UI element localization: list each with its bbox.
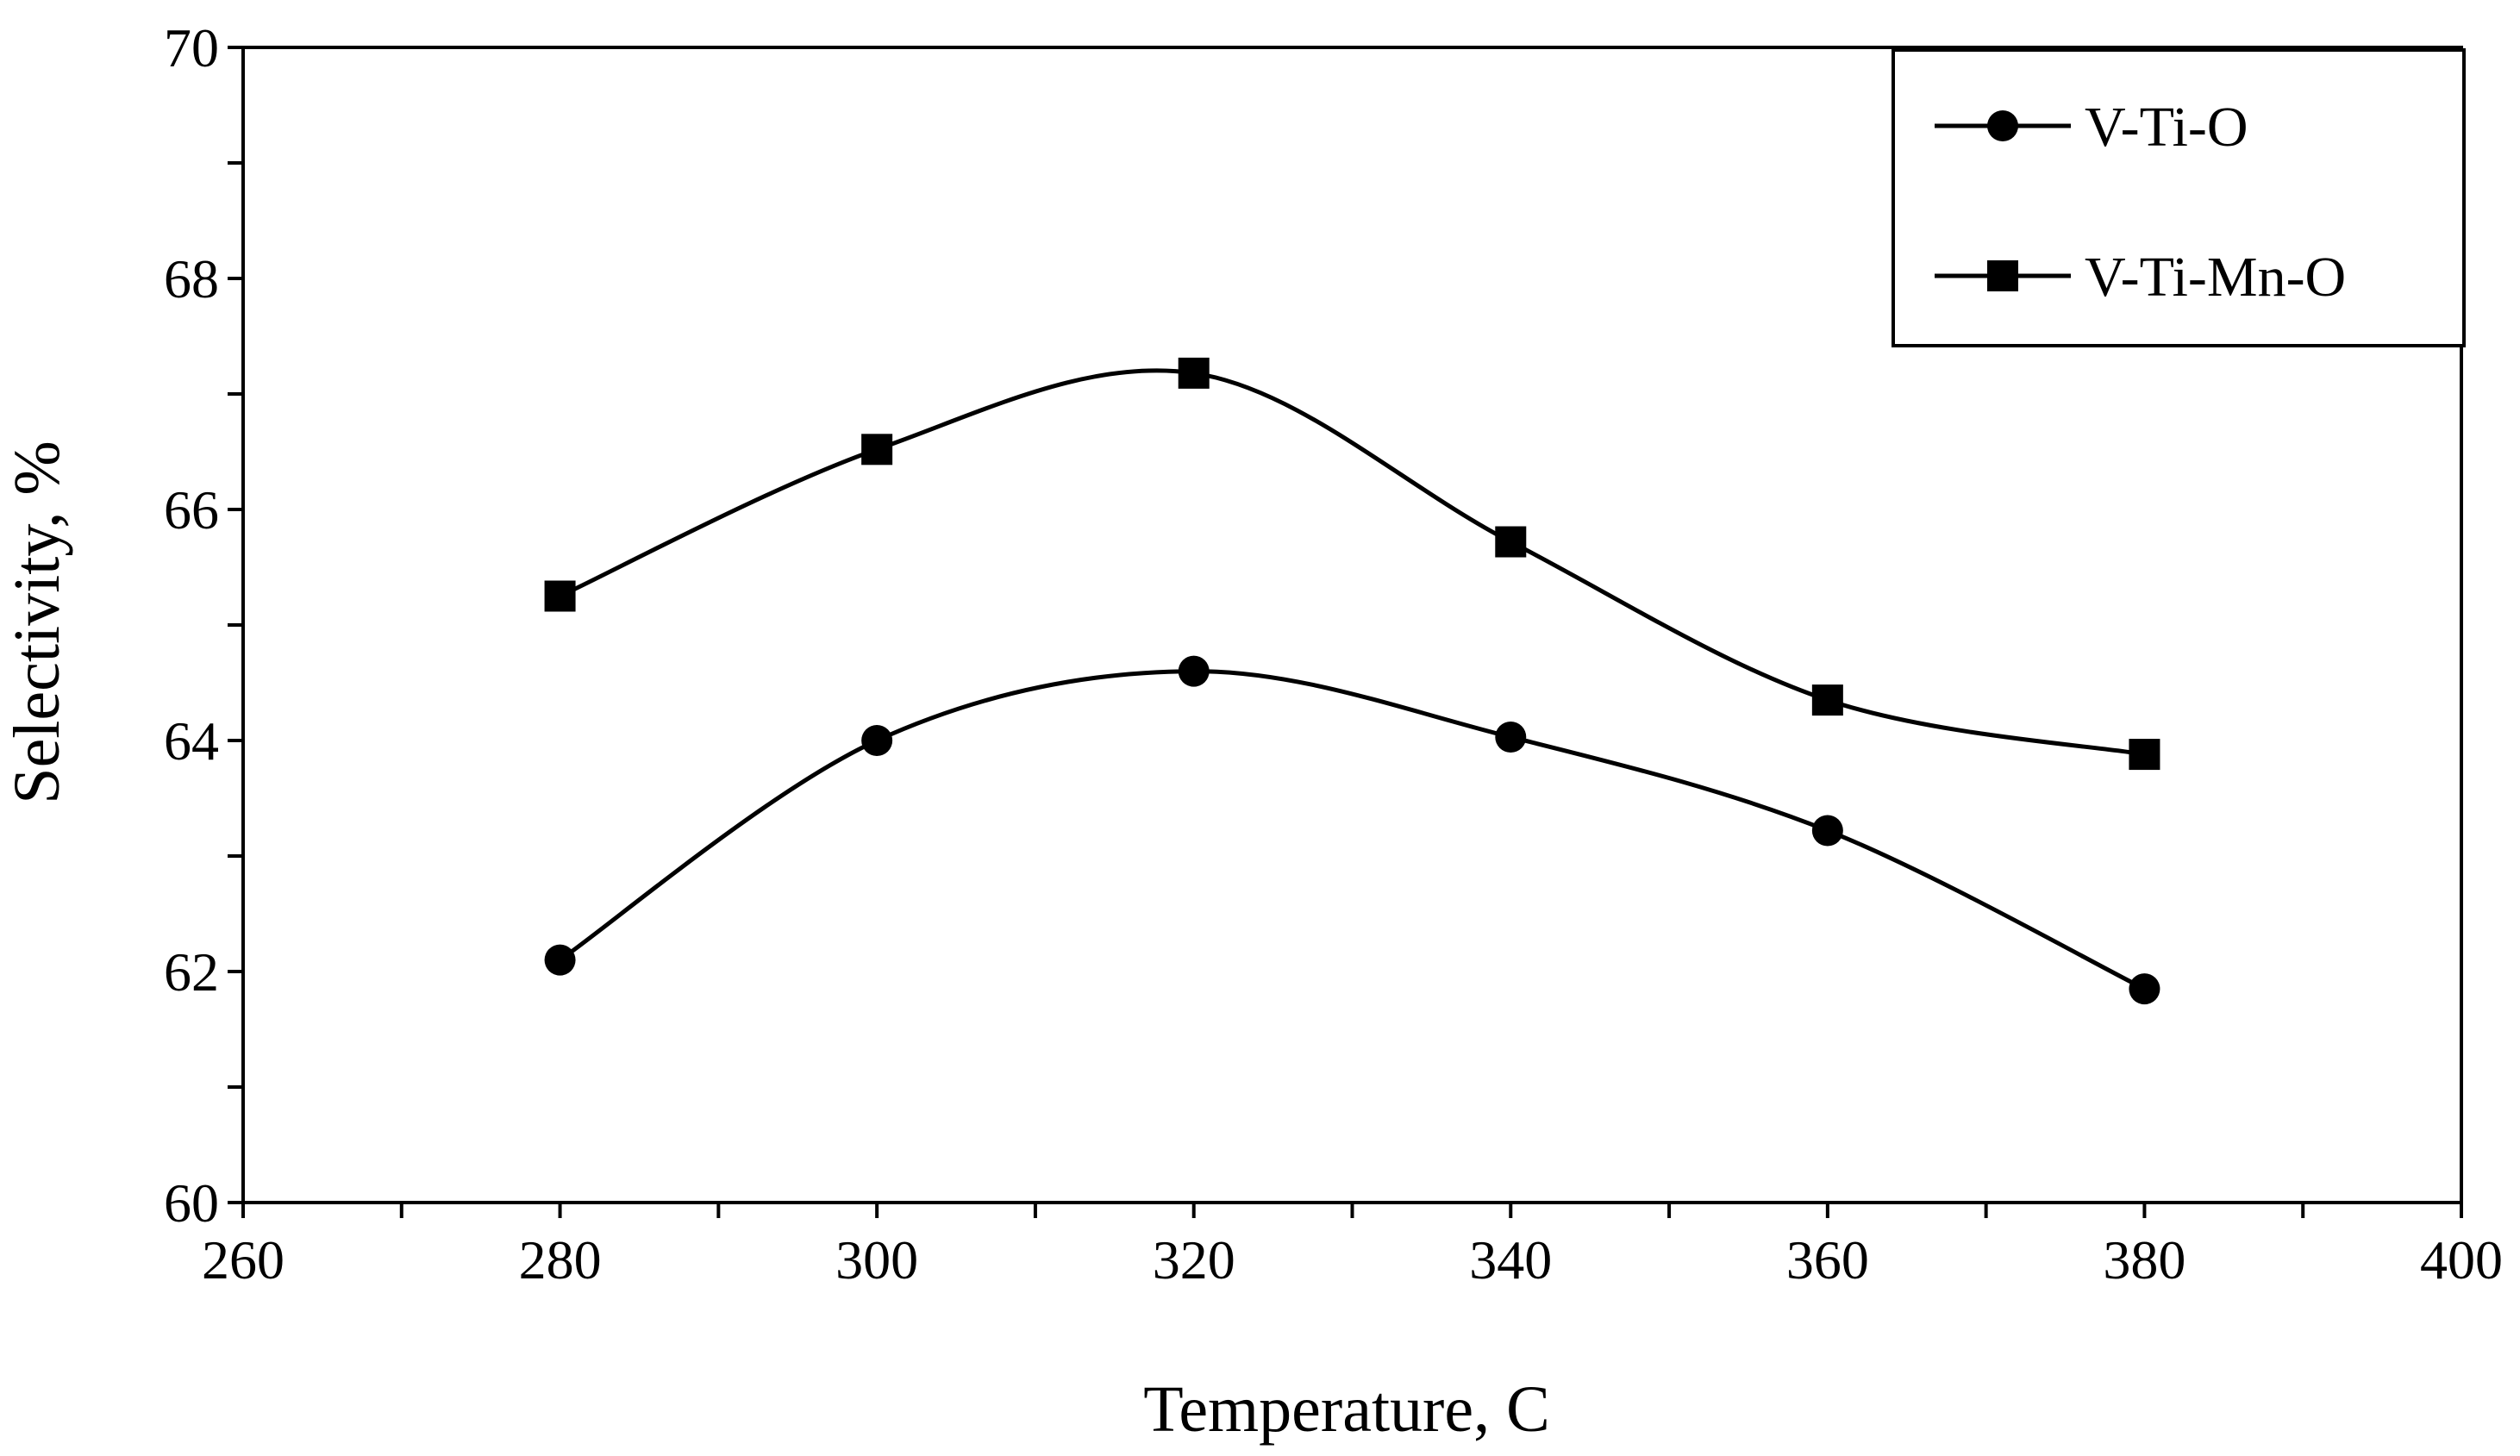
data-point-v-ti-mn-o [1495,526,1527,558]
x-tick-label: 320 [1153,1229,1235,1290]
y-tick-label: 60 [164,1172,219,1234]
series-layer [544,357,2160,1005]
y-tick-label: 68 [164,248,219,309]
series-line-v-ti-mn-o [559,368,2145,757]
y-tick-label: 62 [164,941,219,1003]
x-tick-label: 360 [1786,1229,1869,1290]
x-axis-title: Temperature, C [1143,1373,1550,1446]
legend-label-v-ti-mn-o: V-Ti-Mn-O [2085,246,2346,309]
y-axis-title: Selectivity, % [1,441,73,803]
legend-marker-v-ti-mn-o [1987,260,2018,291]
legend-box [1892,48,2466,347]
data-point-v-ti-mn-o [861,434,893,466]
data-point-v-ti-o [1178,655,1210,687]
series-v-ti-o [544,655,2160,1005]
data-point-v-ti-o [544,944,576,976]
x-tick-label: 340 [1469,1229,1552,1290]
data-point-v-ti-mn-o [1811,684,1843,716]
axis-ticks [228,46,2463,1218]
data-point-v-ti-o [1811,815,1843,847]
axis-tick-labels: 260 280 300 320 340 360 380 400 60 62 64 66 68 70 [164,17,2503,1290]
data-point-v-ti-mn-o [1178,357,1210,389]
data-point-v-ti-mn-o [2129,739,2160,771]
x-tick-label: 400 [2420,1229,2503,1290]
series-v-ti-mn-o [544,357,2160,771]
y-tick-label: 64 [164,710,219,772]
legend: V-Ti-O V-Ti-Mn-O [1892,48,2466,347]
data-point-v-ti-o [2129,973,2160,1005]
data-point-v-ti-o [861,725,893,756]
y-tick-label: 70 [164,17,219,78]
series-line-v-ti-o [559,669,2146,991]
legend-label-v-ti-o: V-Ti-O [2085,96,2248,159]
x-tick-label: 380 [2103,1229,2185,1290]
x-tick-label: 300 [835,1229,918,1290]
x-tick-label: 260 [202,1229,285,1290]
legend-marker-v-ti-o [1987,110,2018,141]
data-point-v-ti-mn-o [544,580,576,612]
y-tick-label: 66 [164,479,219,541]
data-point-v-ti-o [1495,721,1527,753]
x-tick-label: 280 [519,1229,602,1290]
